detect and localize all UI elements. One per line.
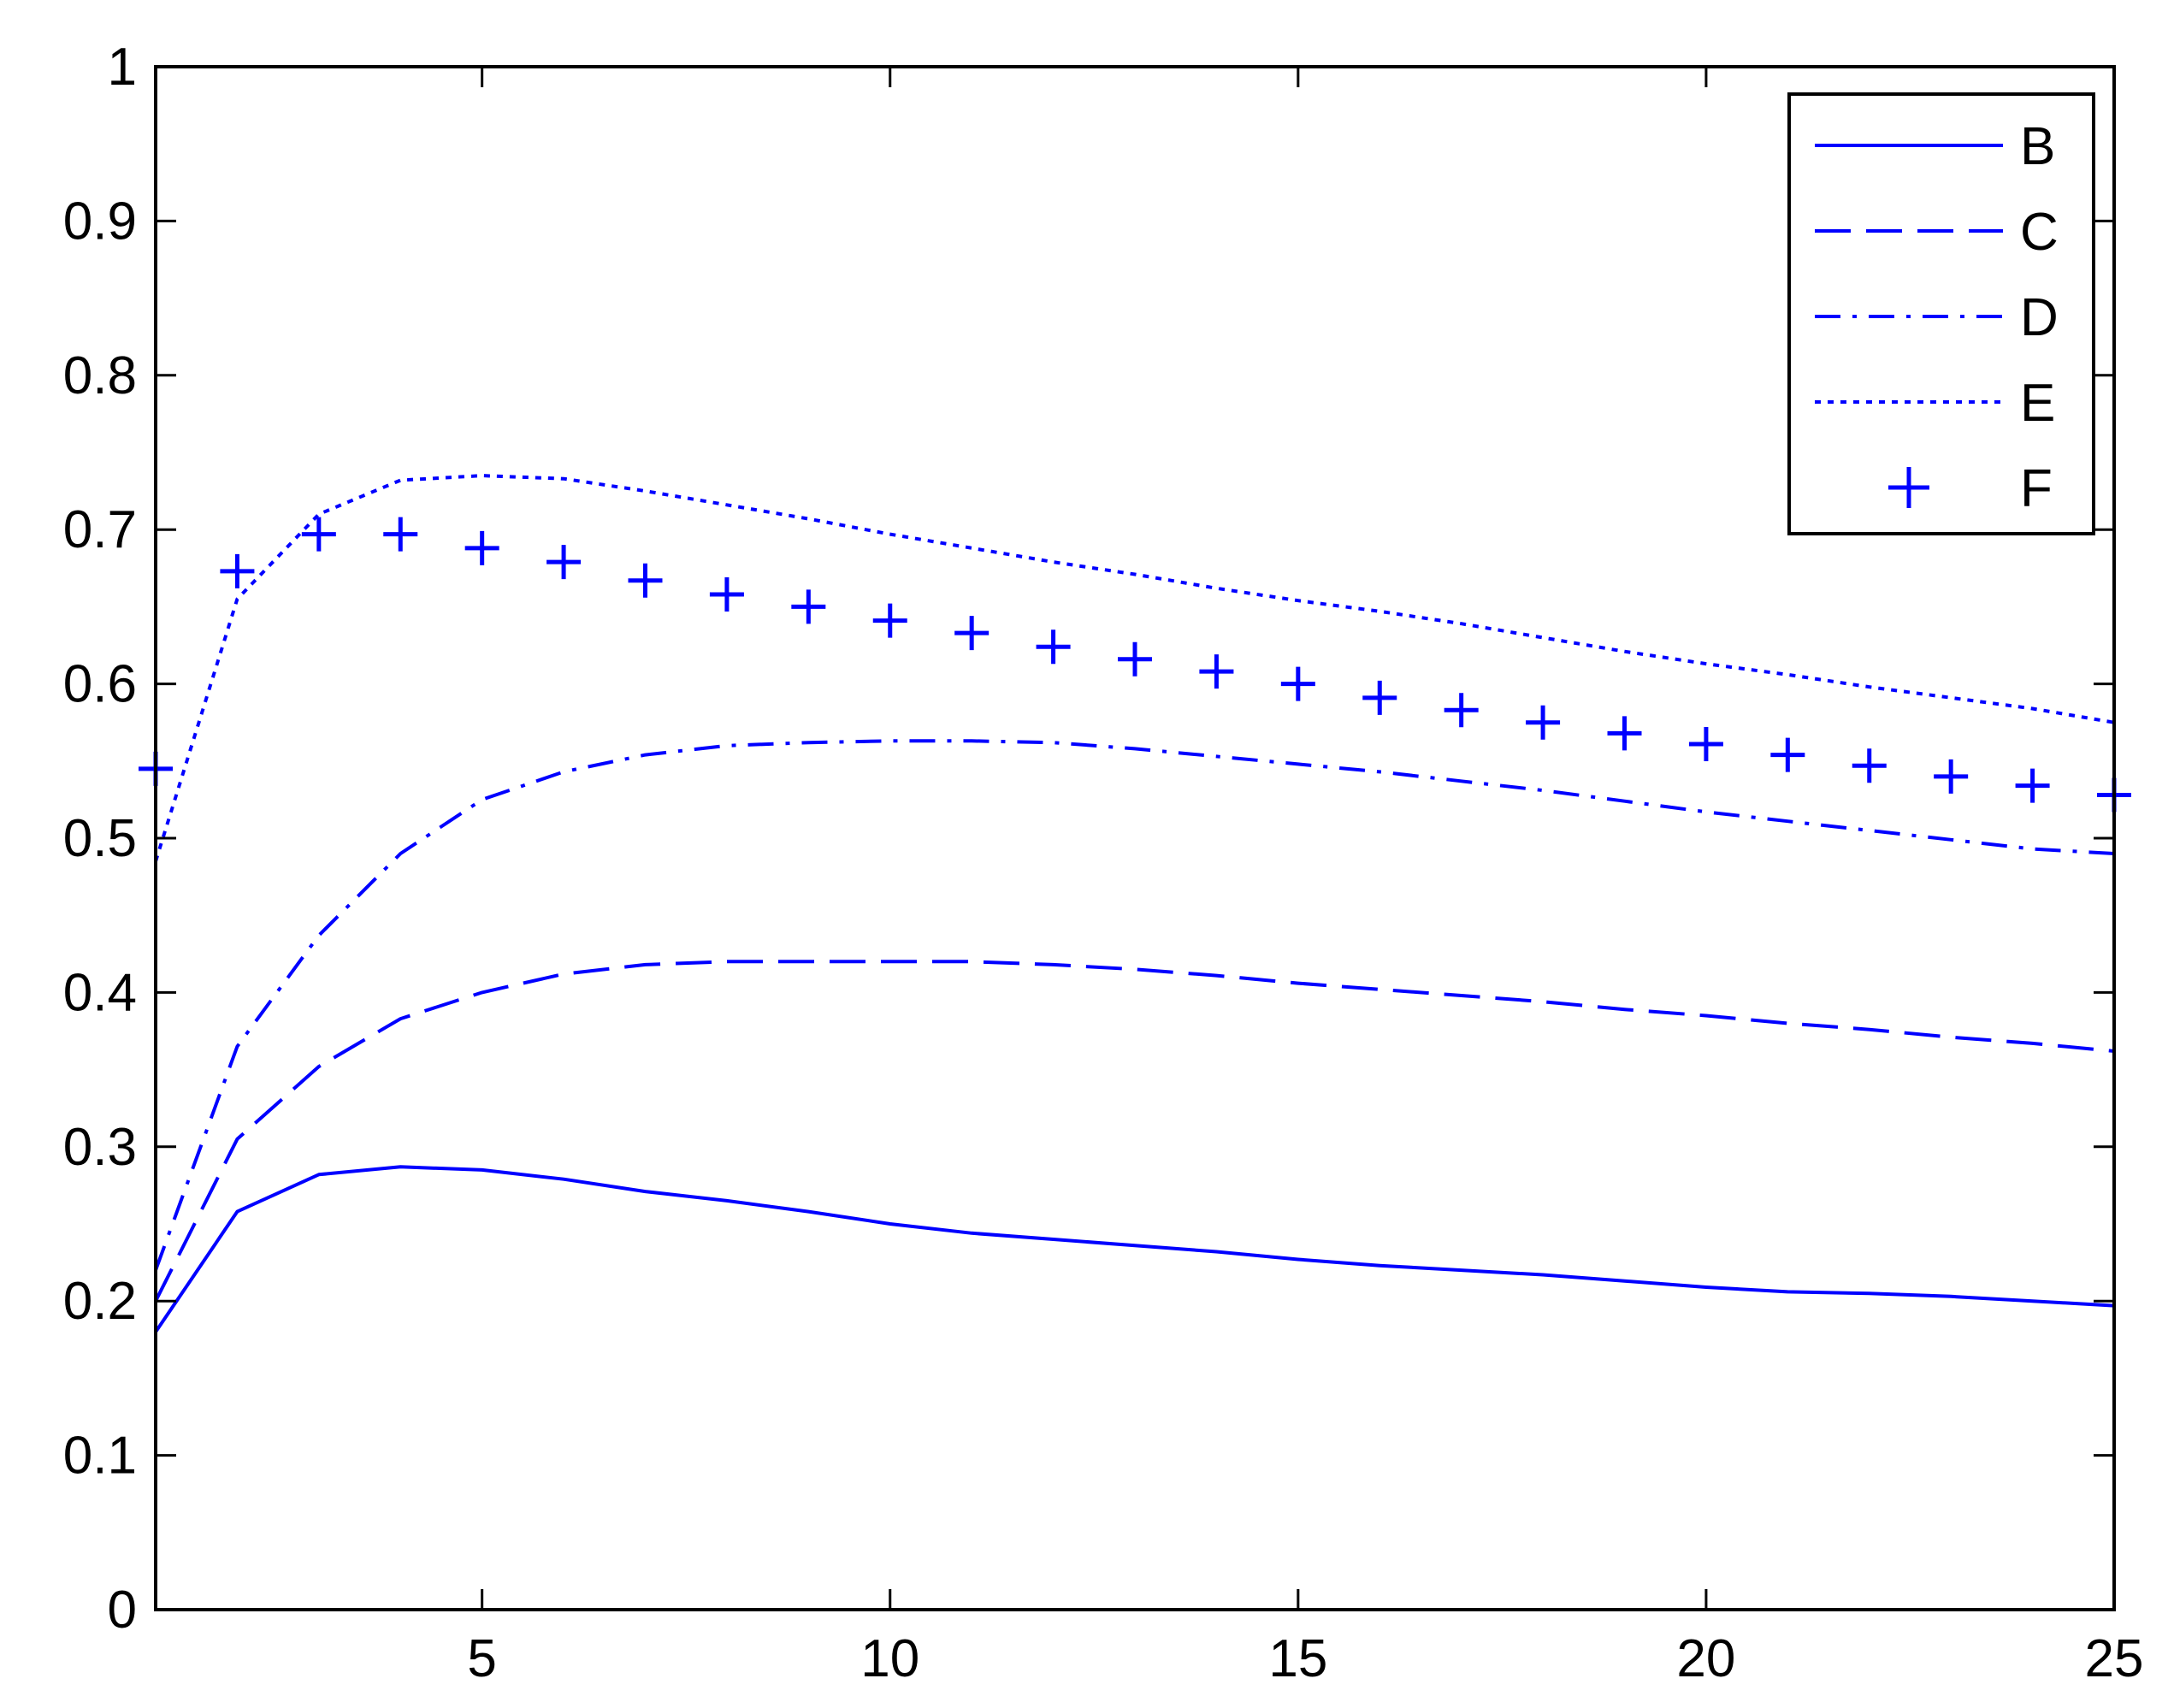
series-f-marker — [1280, 666, 1315, 701]
series-f-marker — [791, 589, 826, 624]
y-tick-label: 0 — [108, 1581, 137, 1640]
legend-f-label: F — [2020, 459, 2053, 518]
x-tick-label: 5 — [467, 1629, 496, 1688]
series-f-marker — [2015, 768, 2050, 803]
series-layer — [139, 474, 2131, 1333]
series-f-marker — [1118, 641, 1152, 677]
y-tick-label: 0.9 — [63, 192, 137, 251]
legend-e-label: E — [2020, 374, 2055, 433]
series-f-marker — [546, 545, 582, 580]
series-f-marker — [709, 576, 744, 612]
y-tick-label: 0.1 — [63, 1427, 137, 1486]
series-f-marker — [954, 616, 990, 651]
series-f-marker — [1199, 654, 1234, 689]
tick-layer: 00.10.20.30.40.50.60.70.80.915 10 15 20 25 — [63, 38, 2144, 1688]
x-tick-label: 20 — [1676, 1629, 1735, 1688]
legend-box — [1787, 92, 2095, 535]
series-f-marker — [872, 603, 907, 638]
y-tick-label: 0.6 — [63, 655, 137, 714]
series-d-line — [154, 739, 2115, 1271]
series-f-marker — [1688, 726, 1723, 761]
y-tick-label: 0.4 — [63, 963, 137, 1022]
series-f-marker — [1607, 716, 1642, 751]
x-tick-label: 15 — [1268, 1629, 1327, 1688]
y-tick-label: 0.5 — [63, 809, 137, 868]
x-tick-label: 25 — [2085, 1629, 2144, 1688]
series-f-marker — [1362, 680, 1397, 715]
series-f-marker — [628, 563, 663, 598]
y-tick-label: 0.3 — [63, 1118, 137, 1177]
legend-f-symbol — [1888, 467, 1929, 508]
y-tick-label: 1 — [108, 38, 137, 97]
series-f-marker — [1852, 748, 1887, 783]
axes-frame — [154, 65, 2116, 1611]
y-tick-label: 0.8 — [63, 346, 137, 405]
series-f-marker — [1036, 629, 1071, 665]
series-f-marker — [301, 517, 336, 552]
series-f-marker — [1444, 693, 1479, 728]
series-e-line — [154, 474, 2115, 862]
series-f-marker — [383, 517, 418, 552]
series-f-marker — [1770, 737, 1805, 772]
series-f-marker — [464, 530, 499, 565]
x-tick-label: 10 — [860, 1629, 919, 1688]
series-b-line — [154, 1165, 2115, 1333]
legend-c-label: C — [2020, 203, 2059, 262]
legend-b-label: B — [2020, 117, 2055, 176]
legend-d-label: D — [2020, 288, 2059, 347]
series-f-marker — [1934, 759, 1969, 794]
series-f-marker — [220, 553, 255, 588]
series-f-marker — [1526, 705, 1561, 740]
y-tick-label: 0.2 — [63, 1272, 137, 1331]
y-tick-label: 0.7 — [63, 500, 137, 559]
series-c-line — [154, 960, 2115, 1303]
